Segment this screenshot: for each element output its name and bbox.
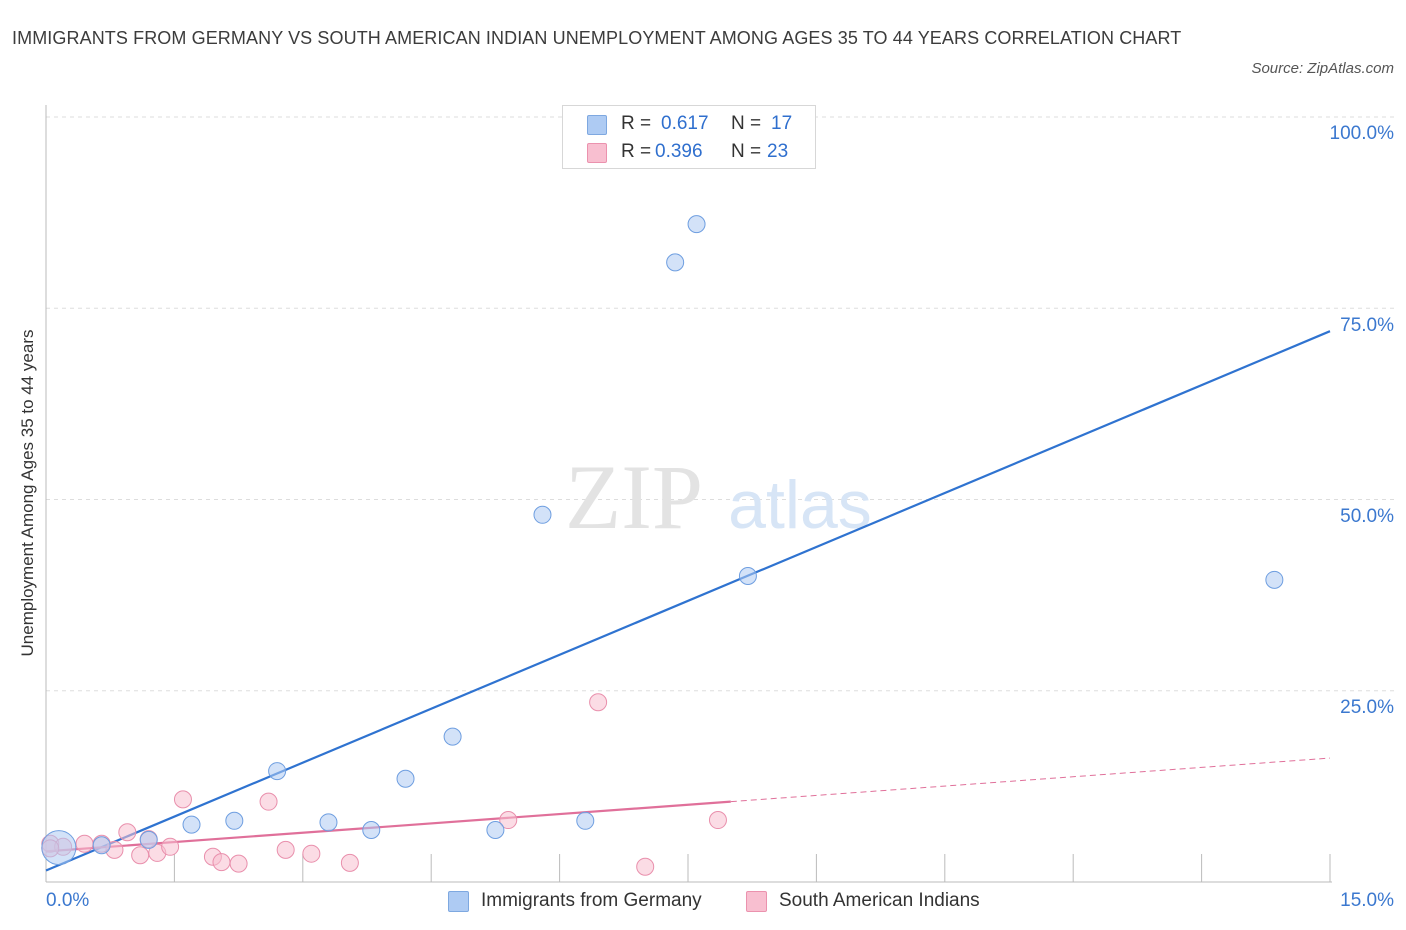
legend-n-value: 17	[771, 113, 793, 134]
point-germany	[139, 830, 158, 849]
trend-lines	[45, 330, 1331, 872]
point-south-american-indians	[229, 854, 248, 873]
point-south-american-indians	[708, 811, 727, 830]
point-germany	[92, 836, 111, 855]
point-germany	[268, 762, 287, 781]
point-south-american-indians	[173, 790, 192, 809]
legend-label-south-american-indians: South American Indians	[779, 890, 980, 911]
legend-swatch-blue	[587, 115, 607, 135]
point-germany	[738, 567, 757, 585]
point-germany	[576, 811, 595, 830]
point-south-american-indians	[161, 837, 180, 856]
point-germany	[666, 253, 685, 272]
axes	[45, 105, 1332, 883]
point-germany	[1265, 570, 1284, 589]
legend-swatch-pink	[587, 143, 607, 163]
legend-r-value: 0.396	[655, 141, 703, 162]
x-tick-max: 15.0%	[1340, 890, 1394, 911]
point-south-american-indians	[131, 846, 150, 865]
point-south-american-indians	[212, 853, 231, 872]
point-south-american-indians	[276, 840, 295, 859]
y-tick-100: 100.0%	[1329, 123, 1394, 144]
point-south-american-indians	[259, 792, 278, 811]
point-germany	[319, 813, 338, 832]
chart-title: IMMIGRANTS FROM GERMANY VS SOUTH AMERICA…	[12, 28, 1182, 48]
legend-swatch-blue	[448, 891, 469, 912]
watermark-zip: ZIP	[565, 446, 703, 548]
y-tick-25: 25.0%	[1340, 697, 1394, 718]
legend-r-label: R =	[621, 141, 652, 162]
y-tick-50: 50.0%	[1340, 506, 1394, 527]
point-germany	[396, 769, 415, 788]
x-tick-min: 0.0%	[46, 890, 90, 911]
point-germany	[533, 505, 552, 524]
point-germany	[443, 727, 462, 746]
point-germany	[486, 820, 505, 839]
point-south-american-indians	[302, 844, 321, 863]
trend-line-extension-1	[730, 757, 1331, 803]
legend-n-label: N =	[731, 141, 762, 162]
gridlines	[46, 116, 1395, 692]
point-germany	[225, 811, 244, 830]
legend-r-value: 0.617	[661, 113, 709, 134]
point-germany	[687, 215, 706, 234]
point-south-american-indians	[499, 811, 518, 830]
trend-line-1	[45, 800, 731, 853]
point-south-american-indians	[75, 834, 94, 853]
correlation-legend: R = 0.617 N = 17 R = 0.396 N = 23	[562, 105, 816, 169]
point-germany	[362, 820, 381, 839]
point-south-american-indians	[118, 823, 137, 842]
watermark-atlas: atlas	[728, 467, 872, 543]
point-germany	[182, 815, 201, 834]
data-points	[41, 215, 1284, 876]
y-tick-75: 75.0%	[1340, 315, 1394, 336]
point-south-american-indians	[636, 857, 655, 876]
legend-r-label: R =	[621, 113, 652, 134]
point-south-american-indians	[340, 853, 359, 872]
source-credit: Source: ZipAtlas.com	[1251, 60, 1394, 77]
point-south-american-indians	[589, 693, 608, 712]
legend-n-value: 23	[767, 141, 789, 162]
legend-swatch-pink	[746, 891, 767, 912]
legend-n-label: N =	[731, 113, 762, 134]
point-germany	[41, 830, 77, 866]
legend-label-germany: Immigrants from Germany	[481, 890, 702, 911]
trend-line-0	[45, 330, 1331, 872]
